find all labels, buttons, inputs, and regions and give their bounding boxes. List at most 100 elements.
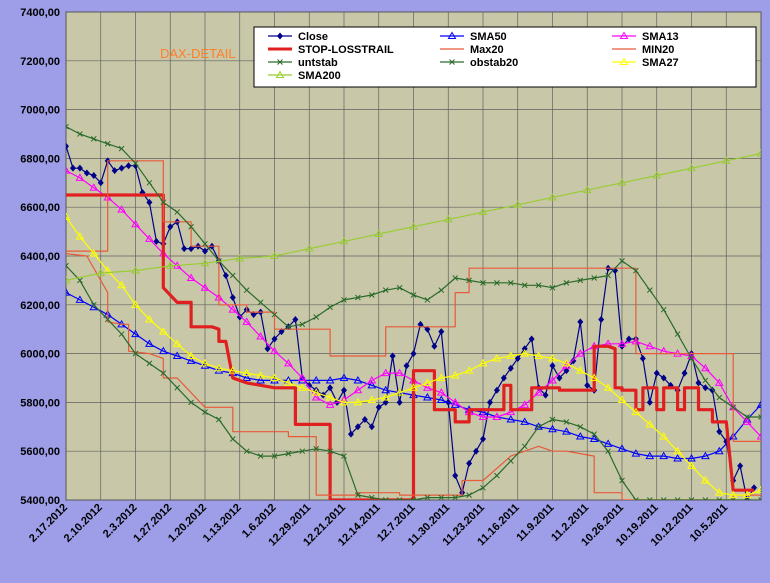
y-tick-label: 7200,00 <box>20 56 60 68</box>
point-marker <box>277 59 283 65</box>
point-marker <box>341 453 347 459</box>
point-marker <box>250 311 257 319</box>
point-marker <box>687 461 696 469</box>
point-marker <box>563 367 570 375</box>
point-marker <box>660 497 667 500</box>
point-marker <box>297 373 307 381</box>
point-marker <box>167 223 174 231</box>
point-marker <box>702 377 709 384</box>
point-marker <box>535 423 542 430</box>
point-marker <box>131 300 140 308</box>
point-marker <box>582 185 592 194</box>
point-marker <box>181 245 188 253</box>
point-marker <box>742 490 752 499</box>
point-marker <box>575 366 585 374</box>
point-marker <box>507 458 514 464</box>
series-line <box>66 216 761 496</box>
point-marker <box>480 484 486 491</box>
point-marker <box>438 494 445 500</box>
point-marker <box>535 282 542 289</box>
point-marker <box>228 366 238 374</box>
point-marker <box>347 430 354 438</box>
point-marker <box>222 272 229 280</box>
point-marker <box>452 494 459 500</box>
legend-item: SMA27 <box>612 57 679 69</box>
legend-label: Max20 <box>470 44 504 56</box>
point-marker <box>633 497 639 500</box>
point-marker <box>188 399 194 406</box>
point-marker <box>339 236 349 245</box>
point-marker <box>270 251 279 259</box>
point-marker <box>339 397 349 406</box>
point-marker <box>382 497 389 500</box>
legend-item: obstab20 <box>440 57 518 69</box>
point-marker <box>165 261 175 269</box>
point-marker <box>417 320 424 328</box>
point-marker <box>66 142 69 150</box>
legend-label: MIN20 <box>642 44 674 56</box>
point-marker <box>639 354 646 362</box>
point-marker <box>327 304 333 311</box>
point-marker <box>66 166 71 174</box>
point-marker <box>450 397 460 406</box>
point-marker <box>714 446 724 455</box>
point-marker <box>270 346 279 355</box>
point-marker <box>548 375 557 384</box>
point-marker <box>645 341 655 350</box>
point-marker <box>423 383 432 391</box>
point-marker <box>521 282 528 289</box>
point-marker <box>480 279 486 286</box>
point-marker <box>145 234 154 242</box>
point-marker <box>118 164 125 172</box>
point-marker <box>270 375 279 384</box>
point-marker <box>353 397 363 406</box>
point-marker <box>424 494 431 500</box>
point-marker <box>90 301 97 308</box>
point-marker <box>158 327 168 335</box>
point-marker <box>202 409 208 416</box>
point-marker <box>631 449 641 457</box>
point-marker <box>311 375 321 384</box>
point-marker <box>443 214 453 223</box>
point-marker <box>659 451 669 460</box>
point-marker <box>132 160 139 167</box>
point-marker <box>701 475 710 484</box>
legend-label: SMA13 <box>642 31 679 43</box>
point-marker <box>153 237 160 245</box>
point-marker <box>292 315 299 323</box>
point-marker <box>382 287 389 294</box>
point-marker <box>480 435 486 443</box>
point-marker <box>701 451 710 460</box>
point-marker <box>158 346 168 355</box>
point-marker <box>131 266 140 274</box>
y-tick-label: 6600,00 <box>20 202 60 214</box>
point-marker <box>381 393 391 401</box>
point-marker <box>702 497 709 500</box>
point-marker <box>374 229 384 238</box>
point-marker <box>730 404 737 411</box>
point-marker <box>410 350 417 358</box>
point-marker <box>145 339 154 347</box>
point-marker <box>478 412 488 421</box>
point-marker <box>728 490 738 499</box>
point-marker <box>355 492 361 498</box>
point-marker <box>304 244 314 252</box>
point-marker <box>160 199 167 206</box>
point-marker <box>111 167 118 175</box>
point-marker <box>90 171 97 179</box>
point-marker <box>575 432 585 440</box>
y-tick-label: 6800,00 <box>20 153 60 165</box>
point-marker <box>381 368 391 377</box>
point-marker <box>598 315 605 323</box>
point-marker <box>77 277 83 284</box>
point-marker <box>617 178 627 186</box>
point-marker <box>758 414 761 420</box>
point-marker <box>235 253 245 262</box>
y-tick-label: 5400,00 <box>20 495 60 507</box>
point-marker <box>66 123 69 130</box>
point-marker <box>659 432 669 440</box>
legend-item: MIN20 <box>612 44 674 56</box>
legend: Close SMA50 SMA13 STOP-LOSSTRAIL Max20 MIN20 u… <box>253 26 757 88</box>
point-marker <box>514 354 521 362</box>
point-marker <box>229 436 236 442</box>
